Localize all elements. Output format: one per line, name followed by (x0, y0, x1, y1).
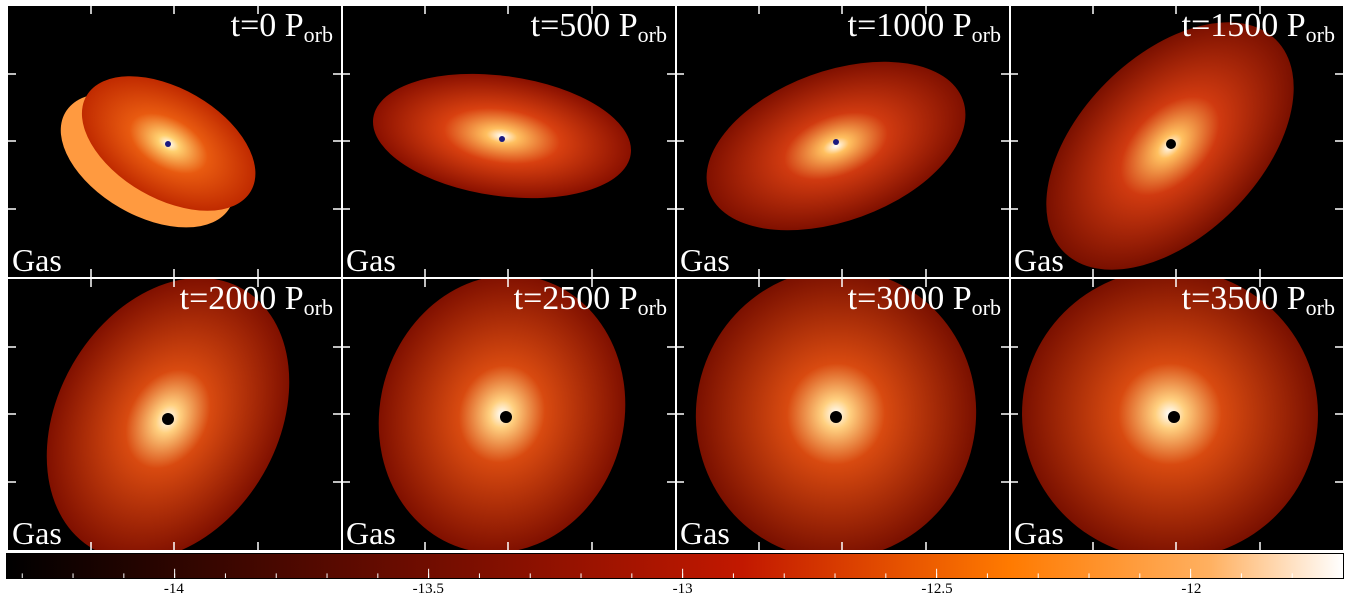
gas-label: Gas (1014, 242, 1064, 277)
gas-label: Gas (346, 242, 396, 277)
colorbar-tick-label: -14 (163, 581, 184, 597)
gas-disk-image (60, 76, 256, 228)
colorbar-tick-label: -12 (1181, 581, 1202, 597)
gas-disk-image (1022, 279, 1318, 550)
panel-t2000: t=2000 Porb Gas (8, 279, 341, 550)
panel-t0: t=0 Porb Gas (8, 6, 341, 277)
gas-label: Gas (346, 515, 396, 550)
gas-label: Gas (12, 242, 62, 277)
gas-label: Gas (680, 515, 730, 550)
panel-divider (8, 277, 1342, 279)
gas-label: Gas (680, 242, 730, 277)
panel-t1000: t=1000 Porb Gas (676, 6, 1009, 277)
gas-disk-image (695, 279, 977, 550)
gas-disk-image (378, 279, 626, 550)
colorbar-tick-label: -12.5 (921, 581, 953, 597)
colorbar (6, 553, 1344, 579)
colorbar-tick-label: -13 (672, 581, 693, 597)
panel-t3000: t=3000 Porb Gas (676, 279, 1009, 550)
time-label: t=500 Porb (530, 7, 667, 47)
gas-label: Gas (1014, 515, 1064, 550)
gas-disk-image (706, 61, 966, 231)
colorbar-tick-label: -13.5 (412, 581, 444, 597)
colorbar-gradient (7, 554, 1343, 578)
gas-disk-image (1046, 22, 1294, 270)
gas-disk-image (46, 279, 290, 550)
panel-t500: t=500 Porb Gas (342, 6, 675, 277)
time-label: t=1000 Porb (847, 7, 1001, 47)
time-label: t=2500 Porb (513, 280, 667, 320)
time-label: t=3000 Porb (847, 280, 1001, 320)
time-label: t=2000 Porb (179, 280, 333, 320)
panel-t1500: t=1500 Porb Gas (1010, 6, 1343, 277)
time-label: t=0 Porb (230, 7, 333, 47)
panel-t3500: t=3500 Porb Gas (1010, 279, 1343, 550)
gas-disk-image (372, 73, 632, 199)
time-label: t=1500 Porb (1181, 7, 1335, 47)
panel-grid: t=0 Porb Gas (8, 6, 1343, 550)
panel-t2500: t=2500 Porb Gas (342, 279, 675, 550)
gas-label: Gas (12, 515, 62, 550)
time-label: t=3500 Porb (1181, 280, 1335, 320)
